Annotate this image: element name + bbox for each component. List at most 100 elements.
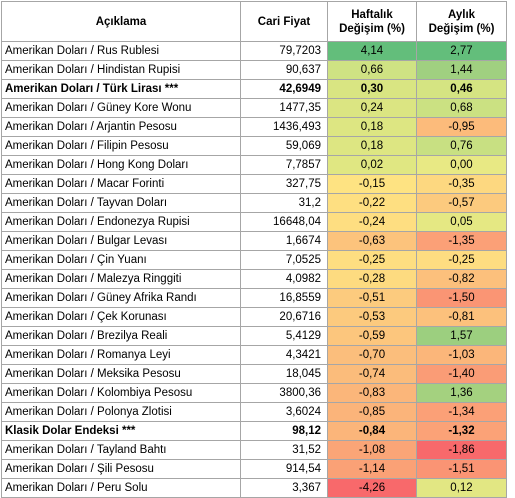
cell-price: 3,367: [240, 478, 328, 498]
cell-weekly-change: -0,24: [327, 212, 417, 232]
cell-price: 1436,493: [240, 117, 328, 137]
cell-price: 79,7203: [240, 41, 328, 61]
cell-price: 4,3421: [240, 345, 328, 365]
cell-monthly-change: 0,12: [416, 478, 507, 498]
cell-monthly-change: 1,36: [416, 383, 507, 403]
cell-monthly-change: 0,05: [416, 212, 507, 232]
cell-price: 98,12: [240, 421, 328, 441]
header-price: Cari Fiyat: [240, 1, 328, 42]
cell-weekly-change: -0,83: [327, 383, 417, 403]
cell-price: 59,069: [240, 136, 328, 156]
cell-monthly-change: -1,51: [416, 459, 507, 479]
table-row: Amerikan Doları / Güney Afrika Randı 16,8…: [1, 288, 507, 308]
cell-name: Amerikan Doları / Arjantin Pesosu: [1, 117, 241, 137]
cell-weekly-change: -0,74: [327, 364, 417, 384]
table-row: Klasik Dolar Endeksi *** 98,12 -0,84 -1,32: [1, 421, 507, 441]
cell-name: Amerikan Doları / Hindistan Rupisi: [1, 60, 241, 80]
table-row: Amerikan Doları / Macar Forinti 327,75 -0,…: [1, 174, 507, 194]
cell-price: 1,6674: [240, 231, 328, 251]
cell-name: Amerikan Doları / Güney Afrika Randı: [1, 288, 241, 308]
cell-price: 327,75: [240, 174, 328, 194]
header-name: Açıklama: [1, 1, 241, 42]
cell-price: 90,637: [240, 60, 328, 80]
cell-price: 16,8559: [240, 288, 328, 308]
cell-monthly-change: 1,44: [416, 60, 507, 80]
table-row: Amerikan Doları / Bulgar Levası 1,6674 -0,…: [1, 231, 507, 251]
table-row: Amerikan Doları / Romanya Leyi 4,3421 -0,7…: [1, 345, 507, 365]
cell-monthly-change: -0,95: [416, 117, 507, 137]
table-row: Amerikan Doları / Polonya Zlotisi 3,6024-…: [1, 402, 507, 422]
cell-monthly-change: -1,50: [416, 288, 507, 308]
cell-name: Amerikan Doları / Polonya Zlotisi: [1, 402, 241, 422]
cell-name: Amerikan Doları / Hong Kong Doları: [1, 155, 241, 175]
cell-monthly-change: 1,57: [416, 326, 507, 346]
cell-name: Amerikan Doları / Türk Lirası ***: [1, 79, 241, 99]
cell-weekly-change: -0,84: [327, 421, 417, 441]
header-weekly-line1: Haftalık: [351, 8, 393, 21]
cell-price: 7,7857: [240, 155, 328, 175]
table-row: Amerikan Doları / Brezilya Reali 5,4129 -0…: [1, 326, 507, 346]
cell-name: Amerikan Doları / Bulgar Levası: [1, 231, 241, 251]
cell-monthly-change: -1,03: [416, 345, 507, 365]
cell-monthly-change: -1,86: [416, 440, 507, 460]
cell-monthly-change: -0,57: [416, 193, 507, 213]
cell-weekly-change: -4,26: [327, 478, 417, 498]
cell-price: 914,54: [240, 459, 328, 479]
table-row: Amerikan Doları / Arjantin Pesosu 1436,49…: [1, 117, 507, 137]
table-row: Amerikan Doları / Güney Kore Wonu 1477,35…: [1, 98, 507, 118]
cell-weekly-change: -0,85: [327, 402, 417, 422]
header-weekly-line2: Değişim (%): [339, 22, 405, 35]
cell-monthly-change: -1,40: [416, 364, 507, 384]
cell-name: Amerikan Doları / Malezya Ringgiti: [1, 269, 241, 289]
header-monthly: Aylık Değişim (%): [416, 1, 507, 42]
cell-weekly-change: -0,70: [327, 345, 417, 365]
header-row: Açıklama Cari Fiyat Haftalık Değişim (%)…: [1, 1, 507, 42]
cell-weekly-change: 4,14: [327, 41, 417, 61]
cell-price: 20,6716: [240, 307, 328, 327]
cell-name: Amerikan Doları / Brezilya Reali: [1, 326, 241, 346]
cell-name: Amerikan Doları / Macar Forinti: [1, 174, 241, 194]
cell-monthly-change: -0,82: [416, 269, 507, 289]
cell-name: Amerikan Doları / Şili Pesosu: [1, 459, 241, 479]
cell-weekly-change: -1,14: [327, 459, 417, 479]
header-weekly: Haftalık Değişim (%): [327, 1, 417, 42]
cell-weekly-change: 0,30: [327, 79, 417, 99]
cell-weekly-change: -0,28: [327, 269, 417, 289]
cell-weekly-change: 0,02: [327, 155, 417, 175]
table-row: Amerikan Doları / Şili Pesosu 914,54 -1,14…: [1, 459, 507, 479]
cell-weekly-change: -0,15: [327, 174, 417, 194]
cell-weekly-change: 0,66: [327, 60, 417, 80]
cell-price: 3800,36: [240, 383, 328, 403]
header-monthly-line1: Aylık: [447, 8, 476, 21]
cell-name: Amerikan Doları / Tayland Bahtı: [1, 440, 241, 460]
table-row: Amerikan Doları / Hindistan Rupisi 90,637…: [1, 60, 507, 80]
cell-monthly-change: 2,77: [416, 41, 507, 61]
cell-name: Klasik Dolar Endeksi ***: [1, 421, 241, 441]
cell-weekly-change: -0,25: [327, 250, 417, 270]
cell-monthly-change: 0,00: [416, 155, 507, 175]
cell-monthly-change: 0,76: [416, 136, 507, 156]
table-row: Amerikan Doları / Çek Korunası 20,6716 -0,…: [1, 307, 507, 327]
cell-weekly-change: 0,18: [327, 136, 417, 156]
header-monthly-line2: Değişim (%): [428, 22, 495, 35]
cell-weekly-change: -0,51: [327, 288, 417, 308]
cell-weekly-change: -1,08: [327, 440, 417, 460]
cell-weekly-change: 0,18: [327, 117, 417, 137]
cell-monthly-change: -0,35: [416, 174, 507, 194]
cell-name: Amerikan Doları / Rus Rublesi: [1, 41, 241, 61]
cell-weekly-change: -0,22: [327, 193, 417, 213]
table-row: Amerikan Doları / Meksika Pesosu 18,045 -0…: [1, 364, 507, 384]
cell-monthly-change: -1,34: [416, 402, 507, 422]
cell-monthly-change: -0,25: [416, 250, 507, 270]
table-row: Amerikan Doları / Peru Solu 3,367 -4,26 0,1…: [1, 478, 507, 498]
cell-name: Amerikan Doları / Meksika Pesosu: [1, 364, 241, 384]
cell-weekly-change: -0,63: [327, 231, 417, 251]
cell-weekly-change: -0,53: [327, 307, 417, 327]
cell-price: 3,6024: [240, 402, 328, 422]
cell-name: Amerikan Doları / Çin Yuanı: [1, 250, 241, 270]
table-row: Amerikan Doları / Endonezya Rupisi 16648,…: [1, 212, 507, 232]
table-row: Amerikan Doları / Çin Yuanı 7,0525 -0,25 -0…: [1, 250, 507, 270]
table-row: Amerikan Doları / Tayvan Doları 31,2 -0,22…: [1, 193, 507, 213]
cell-monthly-change: -1,32: [416, 421, 507, 441]
